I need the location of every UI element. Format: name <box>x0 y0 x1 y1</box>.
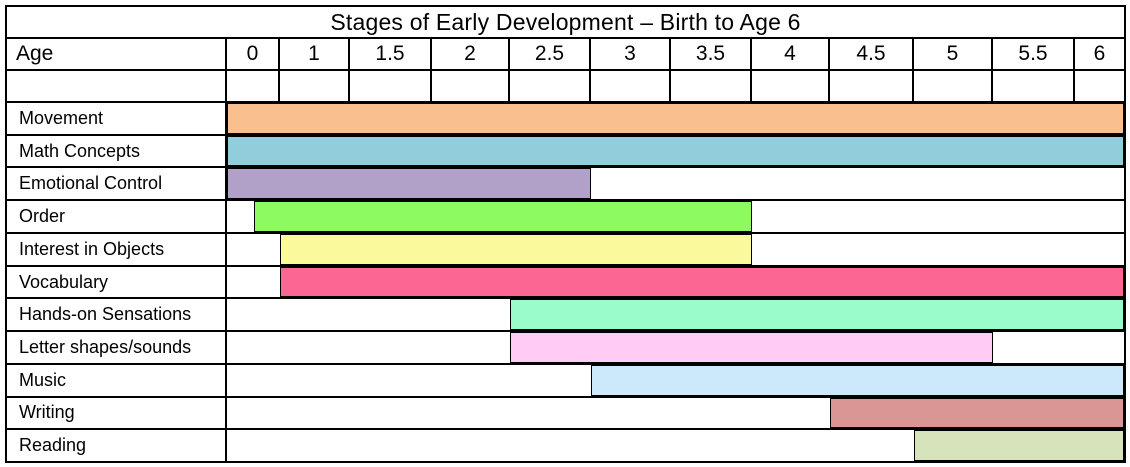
age-tick-2.5: 2.5 <box>510 39 591 69</box>
row-label: Movement <box>7 103 227 134</box>
row-label: Hands-on Sensations <box>7 299 227 331</box>
spacer-cell-2 <box>432 71 510 101</box>
row-plot-area <box>227 332 1124 363</box>
table-row-6: Hands-on Sensations <box>7 299 1124 333</box>
spacer-cell-3.5 <box>671 71 752 101</box>
timeline-rows: Movement Math Concepts Emotional Control Or… <box>7 103 1124 462</box>
row-plot-area <box>227 430 1124 462</box>
timeline-bar <box>227 135 1124 167</box>
row-plot-area <box>227 103 1124 134</box>
age-tick-4: 4 <box>752 39 830 69</box>
age-tick-5.5: 5.5 <box>993 39 1075 69</box>
row-plot-area <box>227 364 1124 396</box>
age-tick-strip: 0 1 1.5 2 2.5 3 3.5 4 4.5 5 5.5 6 <box>227 39 1124 69</box>
row-label: Vocabulary <box>7 266 227 298</box>
spacer-cell-6 <box>1075 71 1124 101</box>
row-plot-area <box>227 397 1124 429</box>
timeline-bar <box>914 430 1124 462</box>
timeline-bar <box>280 233 752 265</box>
spacer-cell-4 <box>752 71 830 101</box>
age-tick-3.5: 3.5 <box>671 39 752 69</box>
age-header-label: Age <box>16 42 54 65</box>
table-row-2: Emotional Control <box>7 168 1124 202</box>
row-label: Music <box>7 364 227 396</box>
timeline-bar <box>830 397 1124 429</box>
table-row-10: Reading <box>7 430 1124 462</box>
timeline-bar <box>280 266 1124 298</box>
spacer-label-cell <box>7 71 227 101</box>
spacer-cell-1 <box>280 71 350 101</box>
row-plot-area <box>227 299 1124 331</box>
row-plot-area <box>227 201 1124 232</box>
chart-table: Stages of Early Development – Birth to A… <box>5 5 1126 463</box>
spacer-cell-strip <box>227 71 1124 101</box>
spacer-cell-5.5 <box>993 71 1075 101</box>
age-tick-1: 1 <box>280 39 350 69</box>
age-tick-1.5: 1.5 <box>350 39 432 69</box>
age-tick-5: 5 <box>914 39 993 69</box>
table-row-7: Letter shapes/sounds <box>7 332 1124 365</box>
age-tick-0: 0 <box>227 39 280 69</box>
chart-title: Stages of Early Development – Birth to A… <box>7 7 1124 39</box>
timeline-bar <box>227 168 591 200</box>
row-label: Reading <box>7 430 227 462</box>
row-plot-area <box>227 266 1124 298</box>
table-row-3: Order <box>7 201 1124 234</box>
row-label: Letter shapes/sounds <box>7 332 227 363</box>
timeline-bar <box>510 332 993 363</box>
table-row-5: Vocabulary <box>7 266 1124 300</box>
row-plot-area <box>227 168 1124 200</box>
row-plot-area <box>227 135 1124 167</box>
timeline-bar <box>591 364 1124 396</box>
spacer-cell-3 <box>591 71 671 101</box>
age-header-row: Age 0 1 1.5 2 2.5 3 3.5 4 4.5 5 5.5 6 <box>7 39 1124 71</box>
age-header-label-cell: Age <box>7 39 227 69</box>
table-row-8: Music <box>7 364 1124 398</box>
spacer-cell-2.5 <box>510 71 591 101</box>
age-tick-4.5: 4.5 <box>830 39 914 69</box>
row-label: Math Concepts <box>7 135 227 167</box>
table-row-1: Math Concepts <box>7 135 1124 169</box>
spacer-cell-5 <box>914 71 993 101</box>
timeline-bar <box>510 299 1124 331</box>
spacer-row <box>7 71 1124 103</box>
spacer-cell-4.5 <box>830 71 914 101</box>
row-label: Writing <box>7 397 227 429</box>
row-label: Order <box>7 201 227 232</box>
chart-title-text: Stages of Early Development – Birth to A… <box>330 8 801 35</box>
timeline-bar <box>227 103 1124 134</box>
table-row-9: Writing <box>7 397 1124 431</box>
spacer-cell-0 <box>227 71 280 101</box>
age-tick-3: 3 <box>591 39 671 69</box>
row-plot-area <box>227 233 1124 265</box>
spacer-cell-1.5 <box>350 71 432 101</box>
row-label: Emotional Control <box>7 168 227 200</box>
table-row-4: Interest in Objects <box>7 233 1124 267</box>
row-label: Interest in Objects <box>7 233 227 265</box>
table-row-0: Movement <box>7 103 1124 136</box>
age-tick-6: 6 <box>1093 42 1106 65</box>
age-tick-2: 2 <box>432 39 510 69</box>
timeline-bar <box>254 201 752 232</box>
